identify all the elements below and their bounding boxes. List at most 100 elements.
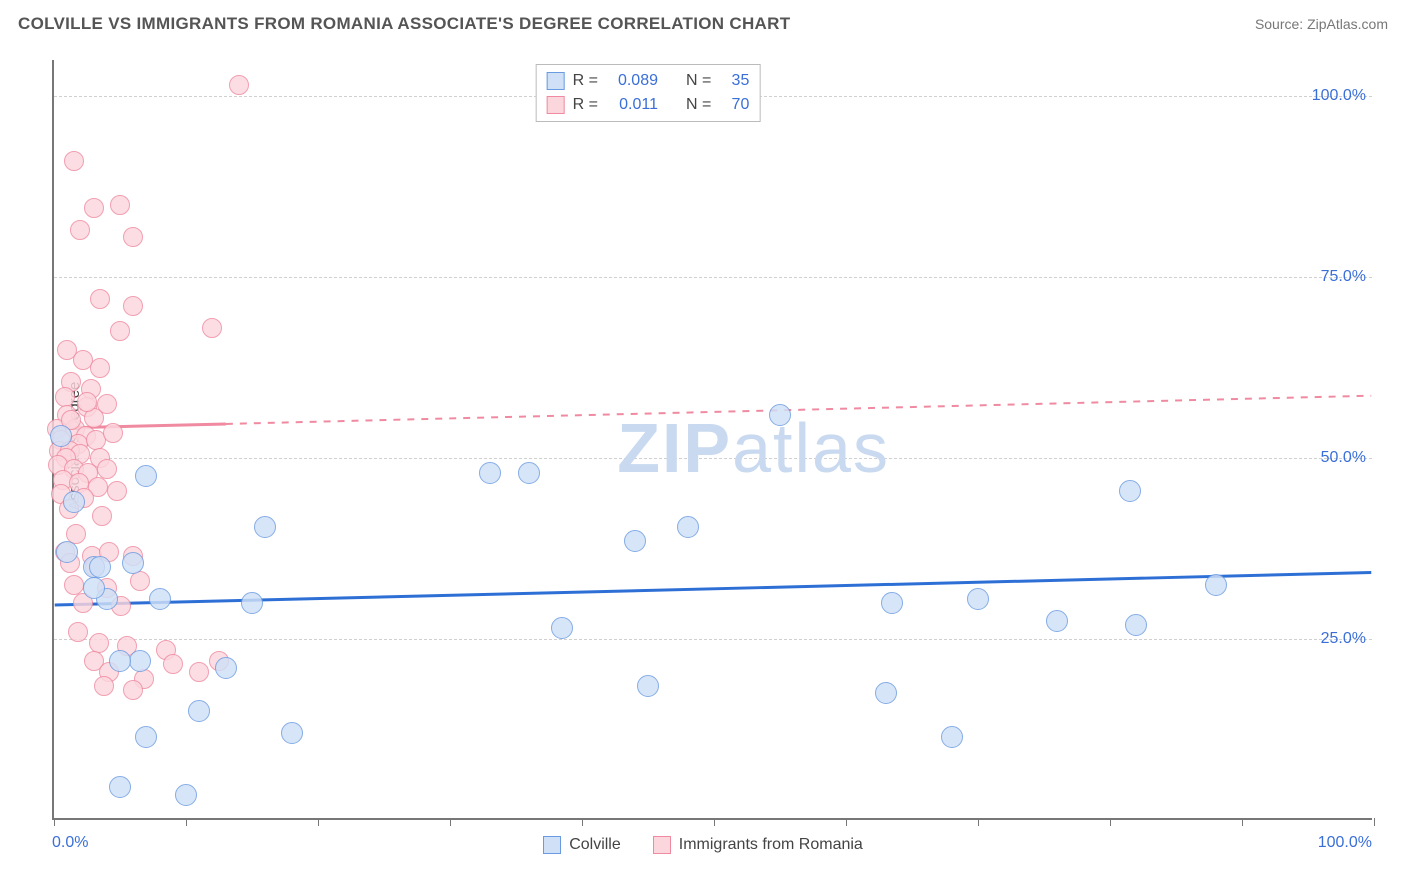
chart-title: COLVILLE VS IMMIGRANTS FROM ROMANIA ASSO… — [18, 14, 790, 34]
stats-row: R = 0.089 N = 35 — [547, 69, 750, 93]
scatter-point — [637, 675, 659, 697]
scatter-point — [92, 506, 112, 526]
watermark: ZIPatlas — [617, 408, 890, 488]
scatter-point — [967, 588, 989, 610]
scatter-point — [123, 680, 143, 700]
scatter-point — [1046, 610, 1068, 632]
scatter-point — [1205, 574, 1227, 596]
x-min-label: 0.0% — [52, 834, 88, 852]
stat-n: 70 — [719, 96, 749, 114]
stat-label: N = — [686, 96, 711, 114]
y-tick-label: 100.0% — [1312, 87, 1366, 105]
scatter-point — [202, 318, 222, 338]
scatter-point — [881, 592, 903, 614]
legend-item: Immigrants from Romania — [653, 836, 863, 854]
scatter-point — [1119, 480, 1141, 502]
scatter-point — [122, 552, 144, 574]
gridline — [54, 639, 1372, 640]
legend-item: Colville — [543, 836, 621, 854]
scatter-point — [107, 481, 127, 501]
stat-label: R = — [573, 72, 598, 90]
scatter-point — [55, 387, 75, 407]
gridline — [54, 277, 1372, 278]
stats-row: R = 0.011 N = 70 — [547, 93, 750, 117]
chart-header: COLVILLE VS IMMIGRANTS FROM ROMANIA ASSO… — [0, 0, 1406, 48]
x-tick — [318, 818, 319, 826]
x-tick — [714, 818, 715, 826]
scatter-point — [135, 465, 157, 487]
scatter-point — [281, 722, 303, 744]
scatter-point — [63, 491, 85, 513]
scatter-point — [149, 588, 171, 610]
scatter-point — [97, 459, 117, 479]
scatter-point — [103, 423, 123, 443]
chart-source: Source: ZipAtlas.com — [1255, 16, 1388, 32]
legend-label: Immigrants from Romania — [679, 836, 863, 854]
scatter-point — [89, 556, 111, 578]
trend-lines — [54, 60, 1372, 818]
scatter-point — [90, 358, 110, 378]
series-legend: Colville Immigrants from Romania — [0, 836, 1406, 854]
scatter-point — [189, 662, 209, 682]
scatter-point — [90, 289, 110, 309]
scatter-point — [188, 700, 210, 722]
scatter-point — [518, 462, 540, 484]
scatter-point — [94, 676, 114, 696]
scatter-point — [84, 198, 104, 218]
scatter-point — [110, 321, 130, 341]
scatter-point — [110, 195, 130, 215]
scatter-point — [68, 622, 88, 642]
scatter-point — [215, 657, 237, 679]
x-tick — [582, 818, 583, 826]
scatter-point — [89, 633, 109, 653]
legend-swatch — [547, 96, 565, 114]
legend-swatch — [543, 836, 561, 854]
x-tick — [1110, 818, 1111, 826]
stat-r: 0.011 — [606, 96, 658, 114]
scatter-point — [941, 726, 963, 748]
y-tick-label: 25.0% — [1321, 630, 1366, 648]
y-tick-label: 50.0% — [1321, 449, 1366, 467]
scatter-point — [135, 726, 157, 748]
scatter-point — [254, 516, 276, 538]
legend-swatch — [547, 72, 565, 90]
scatter-point — [129, 650, 151, 672]
x-tick — [450, 818, 451, 826]
scatter-point — [175, 784, 197, 806]
x-tick — [1242, 818, 1243, 826]
stat-n: 35 — [719, 72, 749, 90]
stat-label: N = — [686, 72, 711, 90]
scatter-point — [109, 776, 131, 798]
stats-legend: R = 0.089 N = 35 R = 0.011 N = 70 — [536, 64, 761, 122]
scatter-point — [677, 516, 699, 538]
scatter-point — [130, 571, 150, 591]
x-tick — [978, 818, 979, 826]
scatter-point — [83, 577, 105, 599]
scatter-point — [241, 592, 263, 614]
stat-label: R = — [573, 96, 598, 114]
scatter-point — [624, 530, 646, 552]
scatter-point — [123, 227, 143, 247]
scatter-point — [50, 425, 72, 447]
scatter-point — [70, 220, 90, 240]
scatter-point — [479, 462, 501, 484]
scatter-point — [56, 541, 78, 563]
legend-swatch — [653, 836, 671, 854]
y-tick-label: 75.0% — [1321, 268, 1366, 286]
scatter-point — [123, 296, 143, 316]
scatter-point — [769, 404, 791, 426]
scatter-point — [229, 75, 249, 95]
scatter-point — [64, 151, 84, 171]
x-tick — [54, 818, 55, 826]
scatter-point — [875, 682, 897, 704]
scatter-point — [77, 392, 97, 412]
stat-r: 0.089 — [606, 72, 658, 90]
x-max-label: 100.0% — [1318, 834, 1372, 852]
scatter-plot-area: 25.0% 50.0% 75.0% 100.0% ZIPatlas R = 0.089 N =… — [52, 60, 1372, 820]
gridline — [54, 458, 1372, 459]
scatter-point — [109, 650, 131, 672]
scatter-point — [64, 575, 84, 595]
scatter-point — [1125, 614, 1147, 636]
x-tick — [846, 818, 847, 826]
scatter-point — [163, 654, 183, 674]
